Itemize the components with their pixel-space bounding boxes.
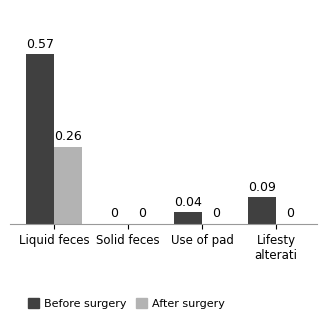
Text: 0: 0 (286, 207, 294, 220)
Text: 0: 0 (212, 207, 220, 220)
Bar (248, 197, 276, 224)
Bar (54, 147, 82, 224)
Text: 0.26: 0.26 (54, 130, 82, 143)
Text: 0: 0 (138, 207, 146, 220)
Text: 0: 0 (110, 207, 118, 220)
Bar (174, 212, 202, 224)
Text: 0.57: 0.57 (26, 38, 54, 51)
Text: 0.09: 0.09 (248, 180, 276, 194)
Text: 0.04: 0.04 (174, 196, 202, 209)
Bar (26, 54, 54, 224)
Legend: Before surgery, After surgery: Before surgery, After surgery (23, 294, 229, 314)
